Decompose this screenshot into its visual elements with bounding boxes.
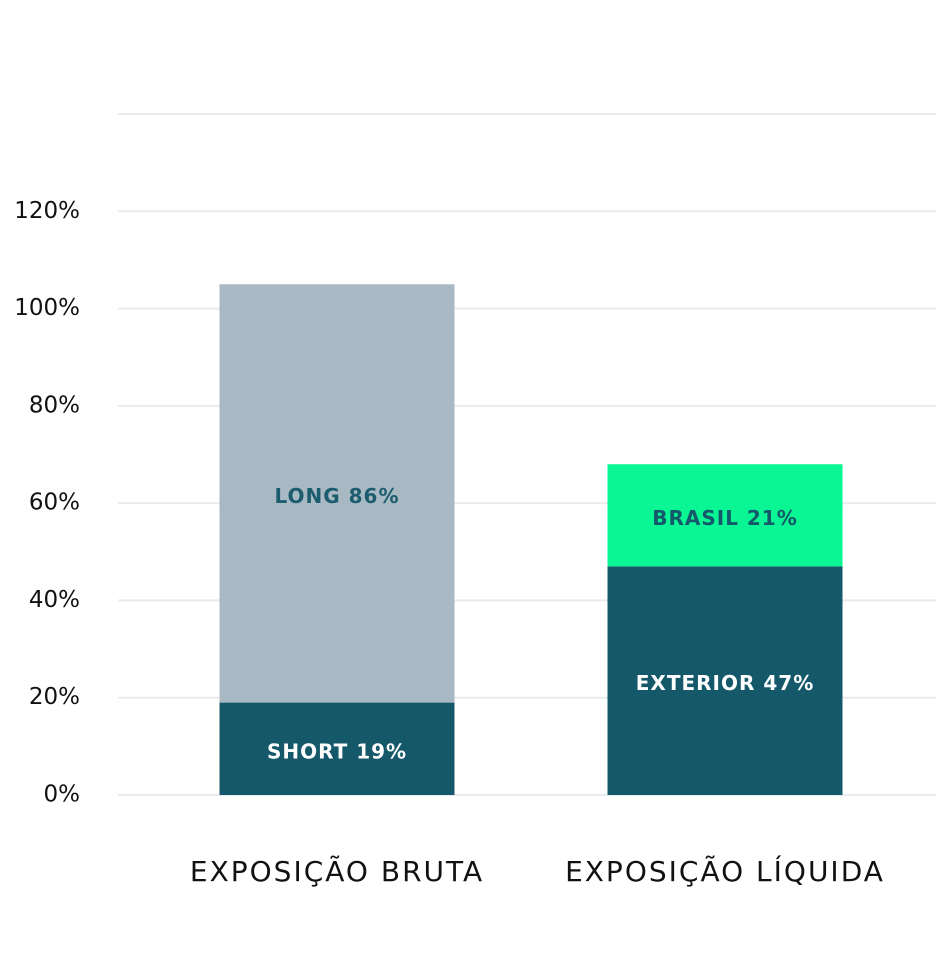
x-tick-label: EXPOSIÇÃO BRUTA xyxy=(190,855,484,888)
value-label: LONG 86% xyxy=(274,484,399,508)
bar-segment xyxy=(219,702,455,795)
y-tick-label: 100% xyxy=(14,295,80,321)
y-tick-label: 40% xyxy=(29,587,80,613)
x-tick-label: EXPOSIÇÃO LÍQUIDA xyxy=(565,854,885,888)
y-tick-label: 60% xyxy=(29,490,80,516)
y-tick-label: 80% xyxy=(29,392,80,418)
value-label: BRASIL 21% xyxy=(652,506,798,530)
bar-segment xyxy=(219,284,455,703)
bar-segment xyxy=(607,566,843,795)
y-tick-label: 0% xyxy=(44,782,81,808)
value-label: EXTERIOR 47% xyxy=(636,671,814,695)
bar-segment xyxy=(607,464,843,567)
value-label: SHORT 19% xyxy=(267,739,407,763)
y-tick-label: 120% xyxy=(14,198,80,224)
y-tick-label: 20% xyxy=(29,684,80,710)
